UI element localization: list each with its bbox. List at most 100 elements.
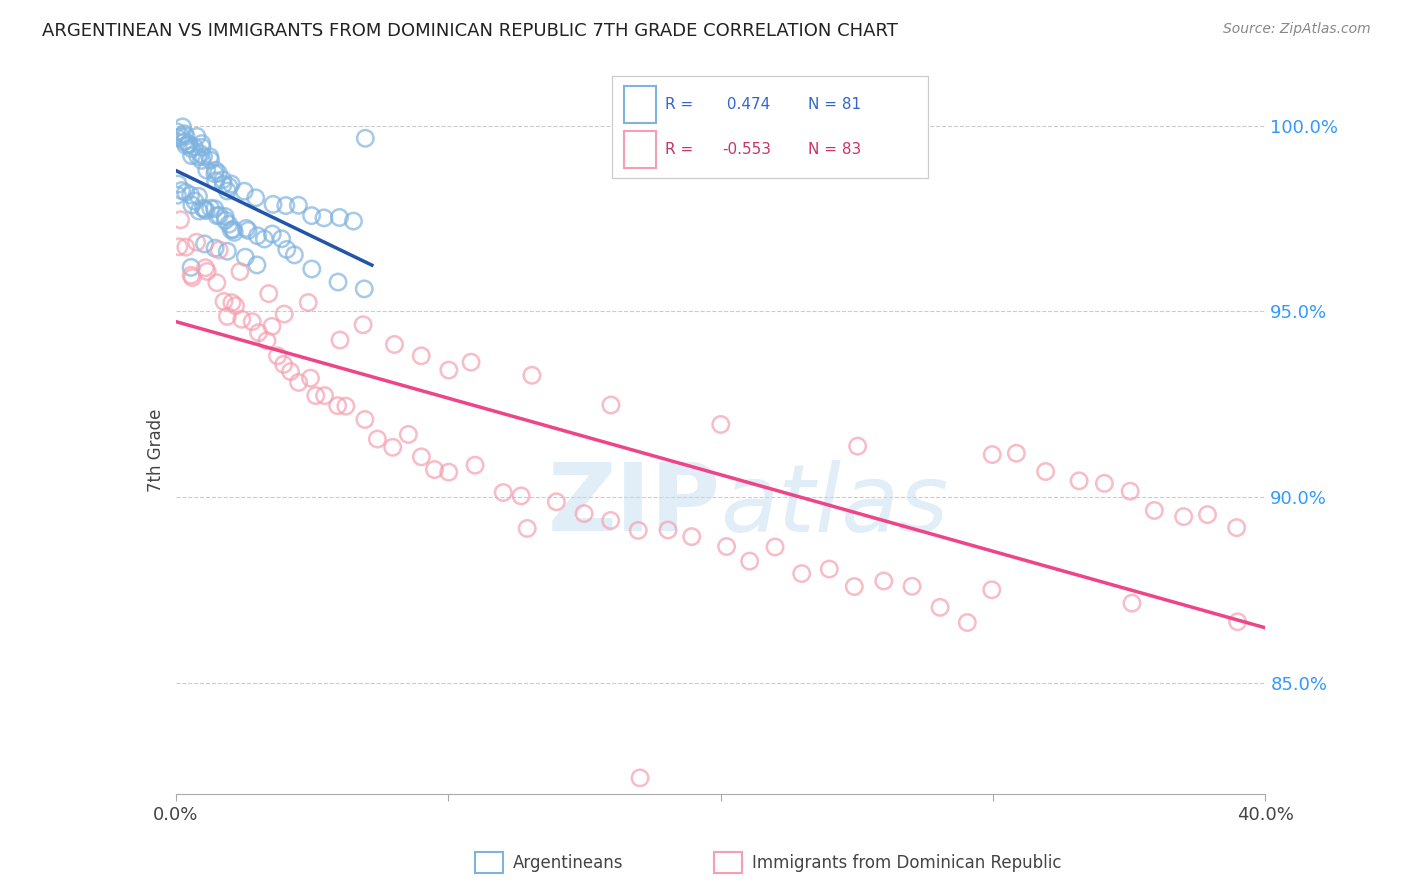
Point <box>217 310 239 324</box>
Point <box>217 244 239 259</box>
Point <box>205 276 228 290</box>
Point <box>180 260 202 275</box>
Point <box>301 262 323 277</box>
Point <box>980 582 1002 597</box>
Point <box>287 376 309 390</box>
Point <box>1197 508 1219 522</box>
Point <box>873 574 896 588</box>
Point <box>657 523 679 537</box>
Point <box>1143 503 1166 517</box>
Point <box>187 189 209 203</box>
Text: Source: ZipAtlas.com: Source: ZipAtlas.com <box>1223 22 1371 37</box>
Text: N = 83: N = 83 <box>808 142 860 157</box>
Y-axis label: 7th Grade: 7th Grade <box>146 409 165 492</box>
Point <box>510 489 533 503</box>
Point <box>381 440 404 454</box>
Point <box>256 334 278 348</box>
Point <box>520 368 543 383</box>
Point <box>716 540 738 554</box>
Point <box>193 150 215 164</box>
Point <box>1092 476 1115 491</box>
Text: N = 81: N = 81 <box>808 97 860 112</box>
Point <box>929 600 952 615</box>
Point <box>183 140 205 154</box>
Point <box>166 188 188 202</box>
Point <box>1226 521 1249 535</box>
Point <box>208 243 231 257</box>
Point <box>270 232 292 246</box>
Point <box>301 209 323 223</box>
Point <box>460 355 482 369</box>
Text: Argentineans: Argentineans <box>513 854 624 871</box>
Point <box>174 240 197 254</box>
Point <box>326 399 349 413</box>
Point <box>366 432 388 446</box>
Point <box>191 140 214 154</box>
Point <box>174 186 197 200</box>
Point <box>326 275 349 289</box>
Point <box>208 208 231 222</box>
Point <box>181 270 204 285</box>
Point <box>187 150 209 164</box>
Point <box>194 236 217 251</box>
Point <box>353 282 375 296</box>
Point <box>194 260 217 275</box>
Point <box>174 138 197 153</box>
Point <box>235 221 257 235</box>
Point <box>214 213 236 227</box>
Point <box>492 485 515 500</box>
Text: atlas: atlas <box>721 460 949 551</box>
Point <box>212 294 235 309</box>
Text: ARGENTINEAN VS IMMIGRANTS FROM DOMINICAN REPUBLIC 7TH GRADE CORRELATION CHART: ARGENTINEAN VS IMMIGRANTS FROM DOMINICAN… <box>42 22 898 40</box>
Point <box>200 201 222 215</box>
Point <box>224 225 246 239</box>
Point <box>246 228 269 243</box>
Point <box>280 365 302 379</box>
Point <box>1067 474 1090 488</box>
Point <box>184 194 207 208</box>
Point <box>628 771 651 785</box>
Point <box>901 579 924 593</box>
Point <box>1005 446 1028 460</box>
Point <box>262 227 284 241</box>
Point <box>193 202 215 216</box>
Text: R =: R = <box>665 142 693 157</box>
Text: R =: R = <box>665 97 693 112</box>
Point <box>314 389 336 403</box>
Text: -0.553: -0.553 <box>723 142 772 157</box>
Point <box>219 223 242 237</box>
Point <box>354 412 377 426</box>
Point <box>214 210 236 224</box>
Point <box>273 358 295 372</box>
Point <box>169 212 191 227</box>
Point <box>221 177 243 191</box>
Bar <box>475 852 503 873</box>
Point <box>204 167 226 181</box>
Point <box>204 241 226 255</box>
Point <box>229 264 252 278</box>
Point <box>846 439 869 453</box>
Point <box>217 184 239 198</box>
Point <box>211 172 233 186</box>
Point <box>763 540 786 554</box>
Point <box>1173 509 1195 524</box>
Point <box>218 217 240 231</box>
Point <box>170 129 193 144</box>
Point <box>222 222 245 236</box>
Point <box>231 312 253 326</box>
Point <box>411 349 433 363</box>
Point <box>204 202 226 216</box>
Point <box>253 232 276 246</box>
Point <box>177 137 200 152</box>
Point <box>190 153 212 168</box>
Point <box>194 202 217 217</box>
Bar <box>624 87 655 123</box>
Point <box>221 295 243 310</box>
Point <box>274 198 297 212</box>
Bar <box>713 852 742 873</box>
Point <box>166 125 188 139</box>
Point <box>180 148 202 162</box>
Point <box>1119 484 1142 499</box>
Point <box>204 163 226 178</box>
Point <box>212 178 235 192</box>
